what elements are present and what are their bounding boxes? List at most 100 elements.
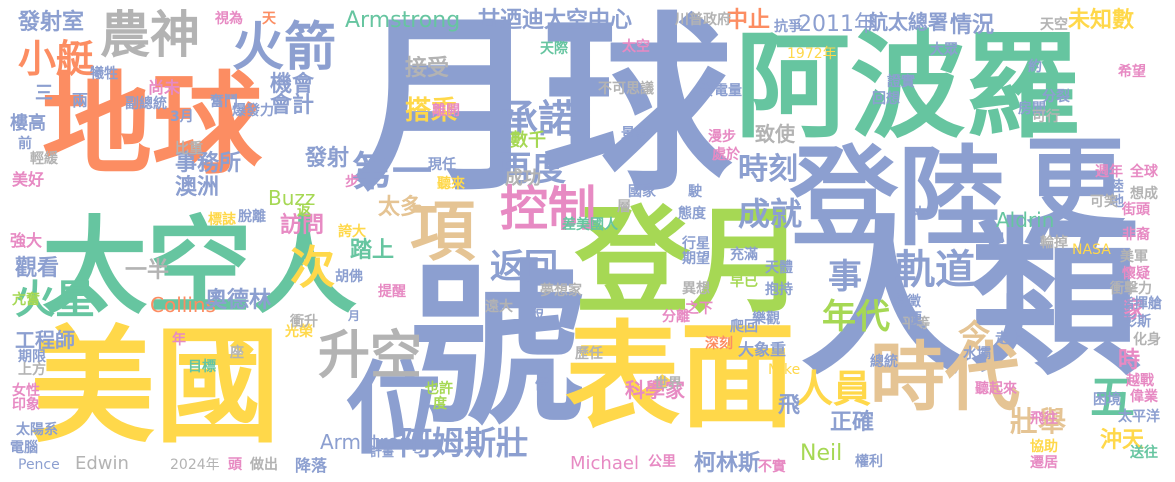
word-located: 處於: [712, 147, 740, 163]
word-symbol: 象徵: [893, 294, 921, 310]
word-buzz: Buzz: [268, 186, 316, 210]
word-dam: 水壩: [963, 346, 991, 362]
word-fan: 返: [297, 203, 311, 219]
word-step-on: 踏上: [350, 238, 395, 263]
word-michael: Michael: [570, 453, 639, 474]
word-sacrifice: 犧牲: [90, 66, 118, 82]
word-thousands: 數千: [510, 130, 546, 151]
word-doubt: 懷疑: [1122, 266, 1150, 282]
word-pence-zh: 彭斯: [1123, 314, 1151, 330]
word-launch: 發射: [305, 146, 350, 171]
word-shi3: 駛: [688, 184, 702, 200]
word-tou: 頭: [228, 457, 242, 473]
word-successive: 歷任: [575, 346, 603, 362]
word-aldrin: Aldrin: [996, 208, 1055, 232]
word-logo: 標誌: [208, 212, 236, 228]
word-nasa: NASA: [1072, 242, 1111, 258]
word-bu: 步: [345, 174, 359, 190]
word-orbit: 軌道: [895, 247, 975, 293]
word-make: 做出: [250, 457, 278, 473]
word-watch: 觀看: [15, 256, 60, 281]
word-qian: 前: [18, 136, 32, 152]
word-fei: 飛: [778, 393, 801, 418]
word-separate: 分離: [662, 309, 690, 325]
word-incumbent: 現任: [428, 157, 456, 173]
word-ceng: 層: [617, 199, 631, 215]
word-xiang: 項: [410, 195, 476, 270]
word-space: 太空: [622, 39, 650, 55]
word-skyline: 天際: [540, 41, 568, 57]
word-trump-admin: 川普政府: [675, 12, 731, 28]
word-pence: Pence: [18, 457, 60, 473]
word-embodiment: 化身: [1133, 332, 1161, 348]
word-elephant: 大象重: [738, 340, 787, 359]
word-full: 充滿: [730, 247, 758, 263]
word-feasible: 可行: [1032, 109, 1060, 125]
word-plan: 計畫: [370, 445, 395, 459]
word-visit: 訪問: [280, 213, 325, 238]
word-neil: Neil: [800, 441, 843, 466]
word-street: 街頭: [1122, 202, 1150, 218]
word-launch-room: 發射室: [18, 10, 85, 35]
word-struggle: 奮鬥: [210, 94, 238, 110]
word-humanity: 人類: [800, 201, 1141, 399]
word-send: 送往: [1130, 445, 1158, 461]
word-shi2: 時: [1118, 348, 1141, 373]
word-zhong: 中: [913, 206, 927, 222]
word-armstrong-top: Armstrong: [345, 8, 461, 33]
word-abort: 中止: [726, 8, 771, 33]
word-shi: 事: [828, 257, 862, 297]
word-apollo: 阿波羅: [735, 20, 1081, 154]
word-recall: 回想: [872, 91, 900, 107]
word-protest: 抗爭: [774, 19, 802, 35]
word-confirm: 證實: [887, 74, 915, 90]
word-maybe: 也許: [425, 381, 453, 397]
word-yue: 月: [348, 309, 361, 323]
word-moment: 時刻: [738, 152, 798, 187]
word-wu: 五: [1090, 371, 1136, 424]
word-solar-system: 太陽系: [16, 422, 58, 438]
word-km: 公里: [648, 454, 676, 470]
word-liang: 兩: [72, 91, 89, 110]
word-scene: 景象: [621, 126, 649, 142]
word-yue2: 約: [1028, 59, 1042, 75]
word-bian: 便: [908, 311, 922, 327]
word-president: 總統: [870, 354, 898, 370]
word-sky: 天空: [1040, 17, 1068, 33]
word-planet: 行星: [682, 236, 710, 252]
word-correct: 正確: [830, 410, 875, 435]
word-march: 3月: [170, 109, 194, 125]
word-edwin: Edwin: [75, 453, 129, 474]
word-optimism: 樂觀: [752, 311, 780, 327]
word-ridiculous: 可笑: [1090, 194, 1118, 210]
word-hold: 抱持: [765, 282, 793, 298]
word-ling: 令: [958, 317, 991, 355]
word-plight: 困境: [1093, 392, 1121, 408]
word-yueqiu: 月球: [352, 0, 733, 217]
word-anniversary: 週年: [1095, 164, 1123, 180]
word-firm: 事務所: [175, 151, 242, 176]
word-deep: 深刻: [705, 336, 733, 352]
word-explosive: 爆發力: [232, 103, 274, 119]
word-descend: 降落: [295, 456, 328, 475]
word-above: 上方: [18, 362, 46, 378]
word-nasa-zh: 航太總署: [868, 10, 948, 34]
word-impact: 衝擊力: [1110, 281, 1152, 297]
word-achievement: 成就: [738, 195, 803, 233]
word-small-craft: 小艇: [18, 37, 95, 81]
word-hope: 希望: [1118, 64, 1146, 80]
word-too-many: 太多: [378, 195, 423, 220]
word-moon-landing: 登月: [575, 195, 806, 329]
word-kennedy-center: 甘迺迪太空中心: [478, 8, 633, 33]
word-public: 大眾: [930, 42, 958, 58]
word-vietnam-war: 越戰: [1126, 373, 1154, 389]
word-remind: 提醒: [378, 284, 406, 300]
word-di: 地: [1110, 194, 1124, 210]
word-aldrin-zh: 奧德林: [205, 288, 272, 313]
word-relocate: 遷居: [1030, 455, 1058, 471]
word-personnel: 人員: [795, 367, 872, 411]
word-already: 早已: [730, 274, 758, 290]
word-command-module: 指揮艙: [1120, 296, 1162, 312]
word-sounds-like: 聽來: [437, 176, 465, 192]
word-chance: 機會: [270, 72, 315, 97]
